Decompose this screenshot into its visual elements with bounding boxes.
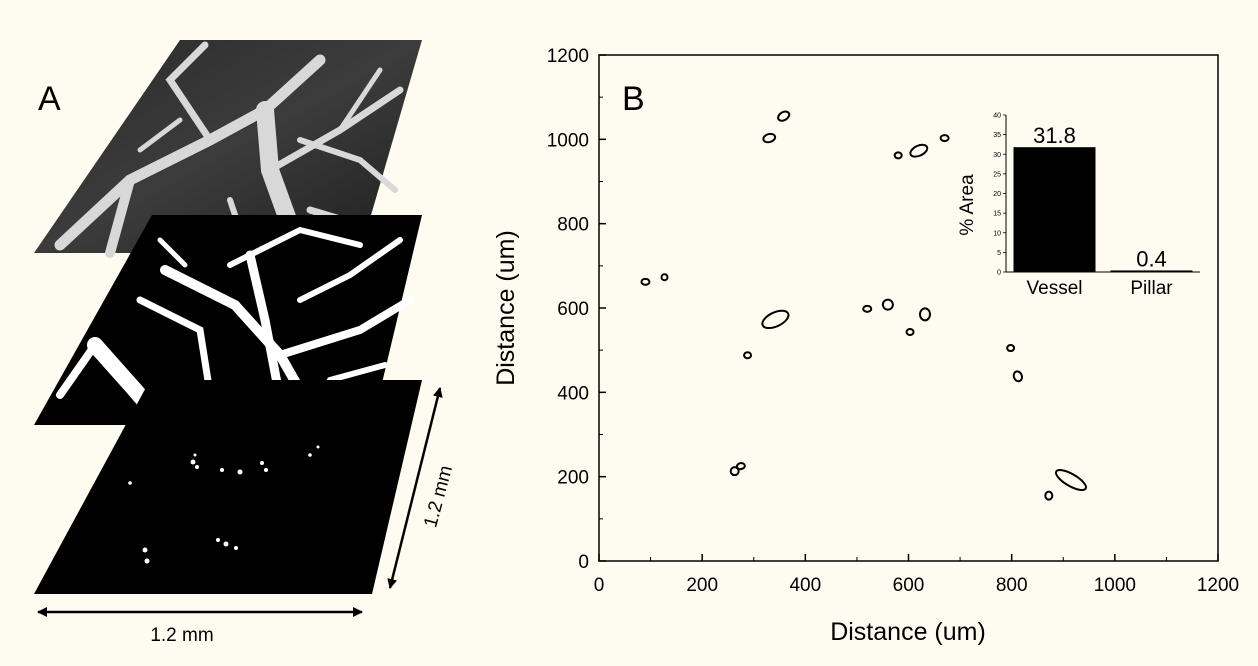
y-axis-title: Distance (um) — [492, 230, 520, 386]
pillar-outline — [1054, 469, 1088, 492]
x-axis-title: Distance (um) — [830, 618, 986, 646]
inset-y-tick-label: 35 — [993, 132, 1001, 139]
x-tick-label: 1200 — [1197, 575, 1239, 596]
x-tick-label: 600 — [893, 575, 925, 596]
dimension-label-side: 1.2 mm — [420, 463, 457, 530]
x-tick-label: 0 — [594, 575, 605, 596]
pillar-outline — [777, 110, 791, 122]
pillar-outline — [881, 298, 894, 311]
panel-a-letter: A — [38, 80, 61, 118]
inset-y-tick-label: 10 — [993, 230, 1001, 237]
y-tick-label: 200 — [557, 468, 589, 489]
y-tick-label: 800 — [557, 215, 589, 236]
pillar-outline — [640, 277, 651, 286]
inset-y-tick-label: 20 — [993, 191, 1001, 198]
panel-b-letter: B — [622, 80, 645, 118]
y-tick-label: 0 — [578, 552, 589, 573]
pillar-outlines — [640, 110, 1088, 501]
y-tick-label: 1000 — [547, 130, 589, 151]
inset-bar — [1013, 147, 1096, 272]
pillar-outline — [1044, 490, 1054, 501]
y-axis-ticks: 0 200 400 600 800 1000 1200 — [547, 46, 606, 573]
pillar-outline — [1006, 344, 1016, 353]
pillar-outline — [762, 132, 777, 144]
pillar-outline — [893, 151, 903, 160]
inset-y-tick-label: 0 — [997, 270, 1001, 277]
x-tick-label: 400 — [789, 575, 821, 596]
inset-bar — [1110, 270, 1193, 272]
inset-y-axis-title: % Area — [957, 174, 978, 236]
inset-bars: 31.8 Vessel 0.4 Pillar — [1013, 123, 1193, 299]
pillar-layer — [34, 380, 422, 594]
pillar-outline — [905, 328, 915, 337]
inset-y-tick-label: 15 — [993, 211, 1001, 218]
y-tick-label: 600 — [557, 299, 589, 320]
pillar-outline — [939, 134, 950, 143]
x-tick-label: 800 — [996, 575, 1028, 596]
x-tick-label: 1000 — [1094, 575, 1136, 596]
pillar-outline — [735, 462, 746, 471]
pillar-outline — [862, 304, 873, 313]
pillar-outline — [660, 273, 669, 282]
y-tick-label: 400 — [557, 383, 589, 404]
pillar-outline — [909, 143, 929, 158]
plot-frame — [598, 54, 1219, 562]
panel-a: A 1.2 mm 1.2 mm — [34, 40, 457, 646]
x-tick-label: 200 — [686, 575, 718, 596]
inset-category-label: Vessel — [1027, 278, 1083, 299]
panel-b: B 0 200 400 600 800 1000 1200 0200400600800100… — [492, 46, 1239, 646]
inset-bar-chart: 0 5 10 15 20 25 30 35 40 31.8 Vessel 0.4 Pillar % A… — [957, 113, 1200, 299]
y-tick-label: 1200 — [547, 46, 589, 67]
inset-category-label: Pillar — [1130, 278, 1173, 299]
pillar-outline — [919, 307, 932, 322]
inset-y-tick-label: 5 — [997, 250, 1001, 257]
pillar-outline — [1012, 370, 1023, 383]
inset-y-tick-label: 40 — [993, 113, 1001, 120]
pillar-outline — [729, 466, 740, 477]
inset-bar-value-label: 0.4 — [1136, 246, 1167, 271]
dimension-label-bottom: 1.2 mm — [150, 625, 213, 646]
inset-y-tick-label: 25 — [993, 171, 1001, 178]
pillar-outline — [761, 309, 790, 330]
x-axis-ticks: 0 200 400 600 800 1000 1200 — [594, 554, 1239, 596]
pillar-outline — [743, 351, 753, 360]
inset-bar-value-label: 31.8 — [1033, 123, 1076, 148]
inset-y-tick-label: 30 — [993, 152, 1001, 159]
dimension-arrow-side — [387, 387, 443, 589]
